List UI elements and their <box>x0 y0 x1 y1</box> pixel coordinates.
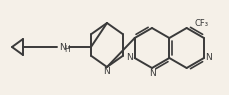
Text: H: H <box>64 46 70 55</box>
Text: CF₃: CF₃ <box>195 19 209 27</box>
Text: N: N <box>104 66 110 76</box>
Text: N: N <box>206 53 212 63</box>
Text: N: N <box>59 42 65 51</box>
Text: N: N <box>149 68 155 78</box>
Text: N: N <box>126 53 133 63</box>
